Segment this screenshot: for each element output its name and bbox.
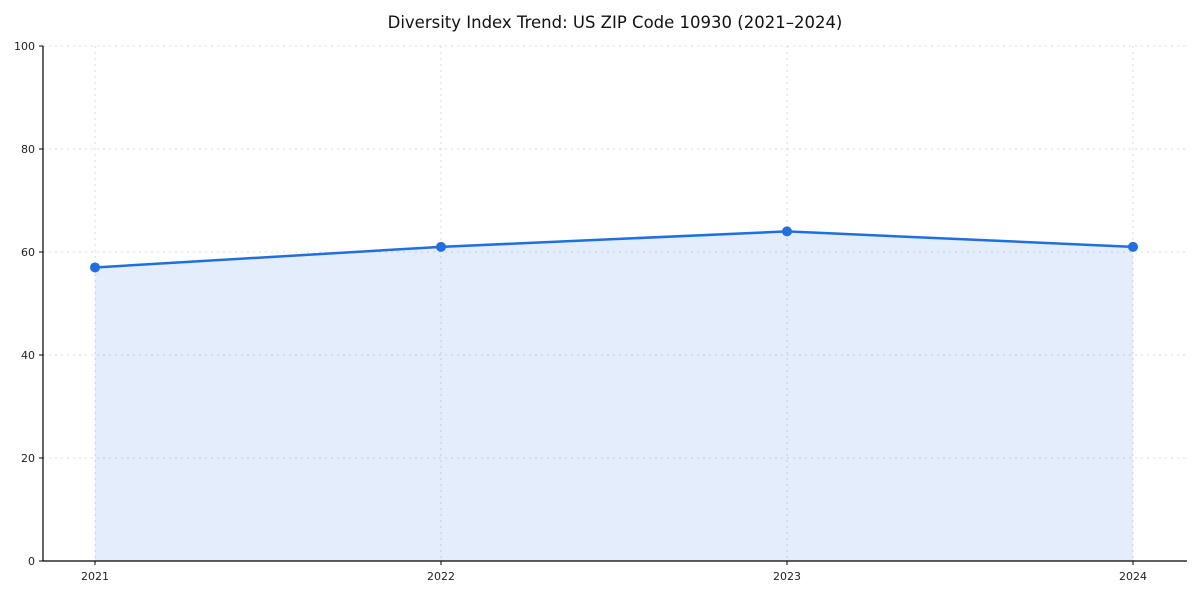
data-point [1128,241,1138,252]
y-tick-label: 40 [21,349,35,362]
axes [39,45,1187,565]
data-point [90,262,100,273]
data-point [782,226,792,237]
x-tick-label: 2022 [427,570,455,583]
y-tick-label: 80 [21,143,35,156]
x-tick-label: 2023 [773,570,801,583]
y-tick-label: 0 [28,555,35,568]
x-tick-label: 2021 [81,570,109,583]
tick-labels: 0 20 40 60 80 100 2021 2022 2023 2024 [14,40,1147,583]
data-point [436,241,446,252]
x-tick-label: 2024 [1119,570,1147,583]
y-tick-label: 60 [21,246,35,259]
area-fill [95,231,1133,561]
trend-polyline [93,230,1135,269]
y-tick-label: 100 [14,40,35,53]
chart-title: Diversity Index Trend: US ZIP Code 10930… [388,13,843,32]
data-points [90,226,1138,273]
trend-line [93,230,1135,269]
y-tick-label: 20 [21,452,35,465]
area-under-line [95,231,1133,561]
